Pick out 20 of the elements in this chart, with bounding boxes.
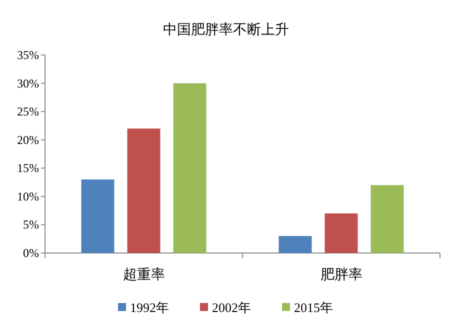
x-tick-label: 肥胖率 bbox=[320, 267, 362, 283]
chart-title: 中国肥胖率不断上升 bbox=[163, 22, 289, 38]
y-tick-label: 10% bbox=[17, 189, 39, 204]
bar bbox=[278, 236, 312, 253]
y-tick-label: 20% bbox=[17, 132, 39, 147]
y-tick-label: 30% bbox=[17, 76, 39, 90]
legend-label: 2002年 bbox=[212, 300, 251, 315]
bar bbox=[173, 83, 206, 253]
bar bbox=[127, 128, 160, 253]
legend-label: 2015年 bbox=[294, 300, 333, 315]
y-tick-label: 25% bbox=[17, 104, 39, 119]
y-tick-label: 5% bbox=[23, 218, 39, 232]
bar bbox=[324, 213, 358, 253]
y-tick-label: 0% bbox=[23, 246, 39, 260]
y-tick-label: 35% bbox=[17, 48, 39, 62]
x-tick-label: 超重率 bbox=[122, 267, 165, 283]
bar bbox=[370, 185, 404, 253]
y-tick-label: 15% bbox=[17, 161, 39, 176]
bar bbox=[81, 179, 114, 253]
legend-label: 1992年 bbox=[130, 300, 169, 315]
